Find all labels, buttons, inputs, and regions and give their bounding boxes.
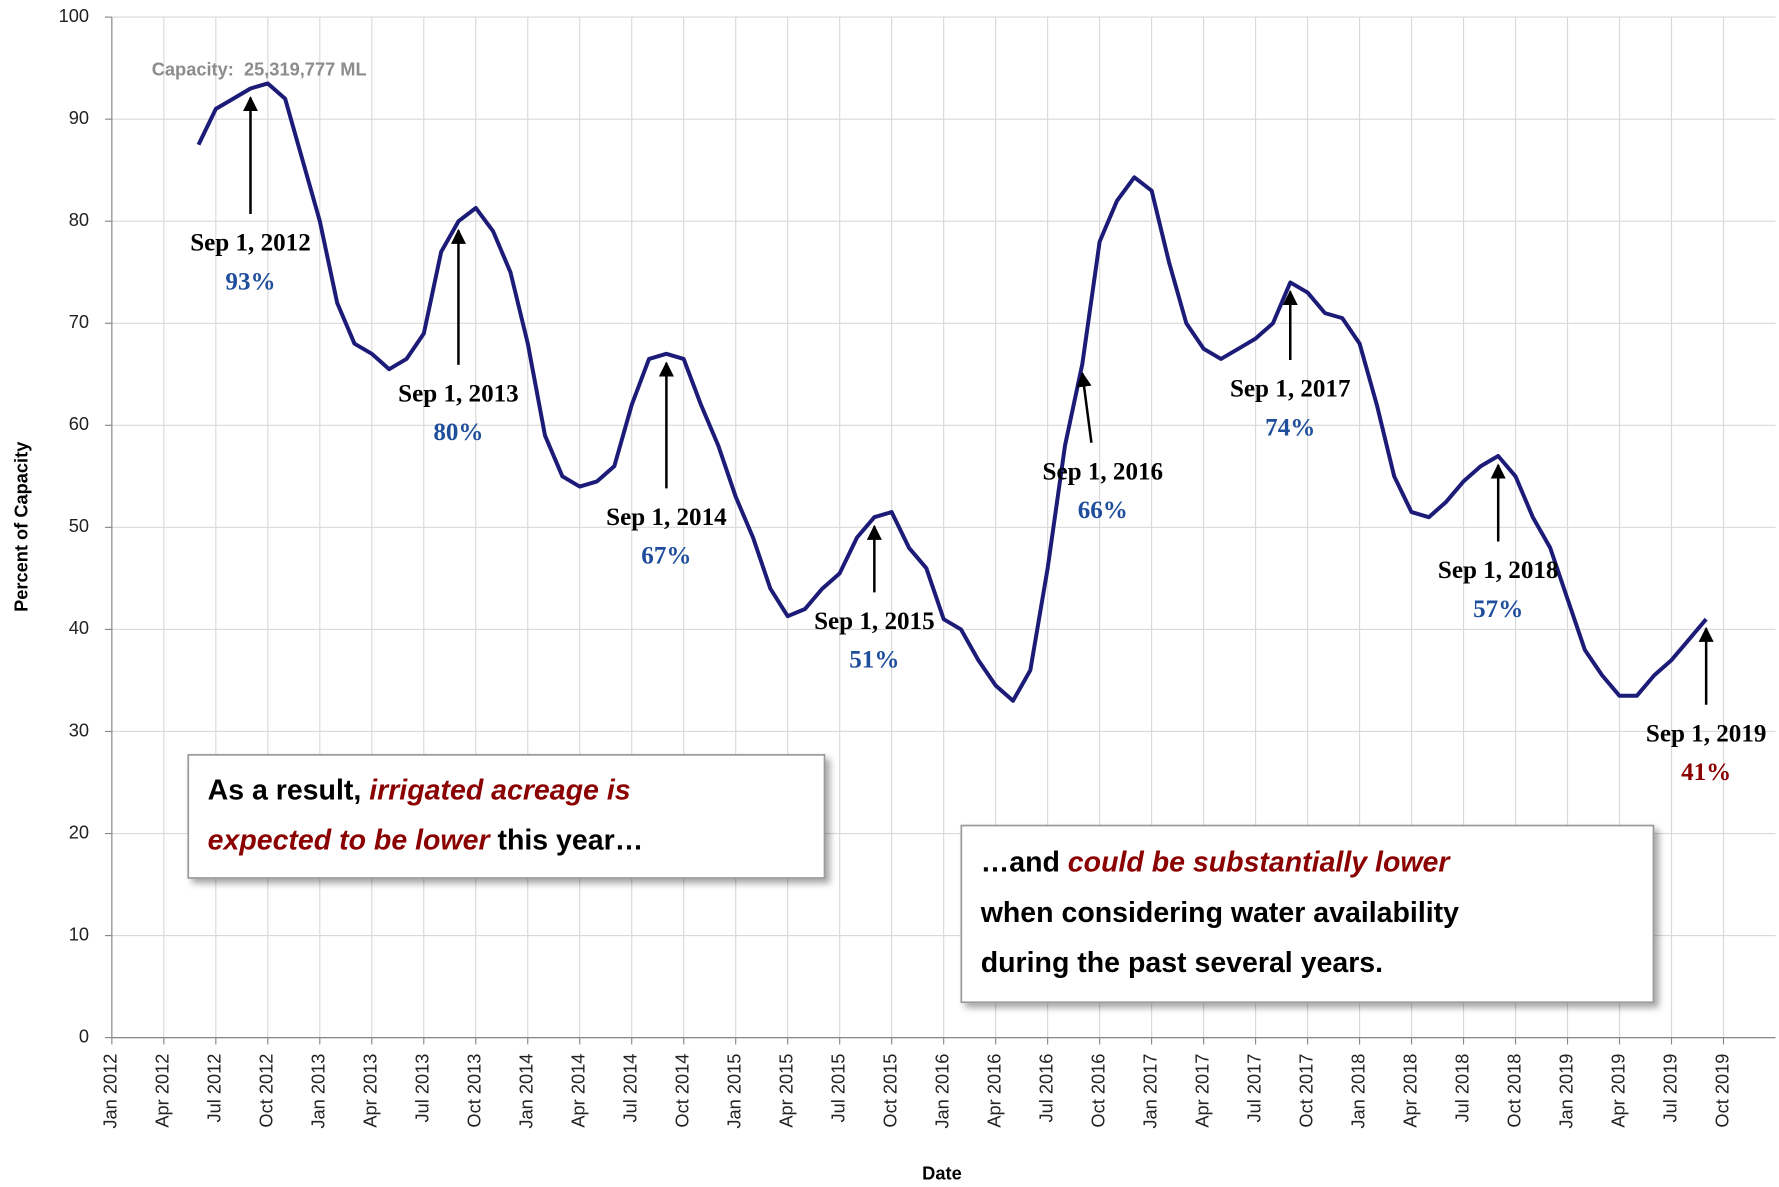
- x-tick-label: Apr 2012: [152, 1054, 173, 1128]
- annotation-value: 67%: [641, 543, 691, 570]
- annotation-label: Sep 1, 2014: [606, 504, 727, 531]
- callout-span: could be substantially lower: [1068, 846, 1452, 878]
- x-tick-label: Apr 2014: [568, 1054, 589, 1128]
- x-tick-label: Jul 2019: [1659, 1054, 1680, 1123]
- x-tick-label: Apr 2015: [776, 1054, 797, 1128]
- callout-text: As a result, irrigated acreage is: [208, 774, 631, 806]
- x-tick-label: Apr 2016: [983, 1054, 1004, 1128]
- capacity-note: Capacity: 25,319,777 ML: [152, 59, 367, 80]
- plot: [196, 81, 1708, 703]
- annotation-value: 74%: [1265, 414, 1315, 441]
- y-tick-label: 20: [69, 821, 89, 842]
- x-tick-label: Jan 2016: [931, 1054, 952, 1129]
- callout-text: expected to be lower this year…: [208, 824, 644, 856]
- y-tick-label: 60: [69, 413, 89, 434]
- x-tick-label: Oct 2015: [879, 1054, 900, 1128]
- x-axis-label: Date: [922, 1162, 962, 1183]
- y-tick-label: 50: [69, 515, 89, 536]
- callout-span: expected to be lower: [208, 824, 492, 856]
- annotation-value: 41%: [1681, 759, 1731, 786]
- annotation-label: Sep 1, 2015: [814, 608, 935, 635]
- x-tick-label: Oct 2017: [1295, 1054, 1316, 1128]
- x-tick-label: Jul 2015: [827, 1054, 848, 1123]
- x-tick-label: Jan 2018: [1347, 1054, 1368, 1129]
- callout-text: during the past several years.: [981, 947, 1383, 979]
- x-tick-label: Jan 2019: [1555, 1054, 1576, 1129]
- annotation-label: Sep 1, 2019: [1646, 720, 1767, 747]
- annotation-label: Sep 1, 2013: [398, 380, 519, 407]
- y-axis-label: Percent of Capacity: [11, 441, 32, 612]
- x-tick-label: Jan 2015: [724, 1054, 745, 1129]
- callout-text: …and could be substantially lower: [981, 846, 1452, 878]
- y-tick-label: 100: [59, 5, 89, 26]
- callout-span: during the past several years.: [981, 947, 1383, 979]
- annotation-value: 80%: [433, 419, 483, 446]
- y-tick-label: 90: [69, 107, 89, 128]
- callout-span: As a result,: [208, 774, 370, 806]
- y-tick-label: 0: [79, 1025, 89, 1046]
- annotation-label: Sep 1, 2012: [190, 230, 311, 257]
- annotation-value: 66%: [1078, 497, 1128, 524]
- x-tick-label: Jan 2012: [100, 1054, 121, 1129]
- x-tick-label: Oct 2014: [672, 1054, 693, 1128]
- annotation-label: Sep 1, 2017: [1230, 376, 1351, 403]
- callout-span: irrigated acreage is: [369, 774, 630, 806]
- x-tick-label: Oct 2019: [1711, 1054, 1732, 1128]
- x-tick-label: Oct 2012: [256, 1054, 277, 1128]
- callout-box: [187, 753, 826, 879]
- annotation-value: 93%: [225, 268, 275, 295]
- x-tick-label: Oct 2018: [1503, 1054, 1524, 1128]
- x-tick-label: Jul 2017: [1243, 1054, 1264, 1123]
- x-tick-label: Jul 2018: [1451, 1054, 1472, 1123]
- x-tick-label: Jul 2013: [412, 1054, 433, 1123]
- y-tick-label: 80: [69, 209, 89, 230]
- y-tick-label: 70: [69, 311, 89, 332]
- x-tick-label: Apr 2013: [360, 1054, 381, 1128]
- x-tick-label: Apr 2019: [1607, 1054, 1628, 1128]
- x-tick-label: Apr 2018: [1399, 1054, 1420, 1128]
- y-tick-label: 40: [69, 617, 89, 638]
- annotation-label: Sep 1, 2018: [1438, 557, 1559, 584]
- callout-box: [960, 824, 1655, 1004]
- callout-text: when considering water availability: [980, 896, 1459, 928]
- y-tick-label: 10: [69, 923, 89, 944]
- x-tick-label: Jan 2017: [1139, 1054, 1160, 1129]
- x-tick-label: Oct 2016: [1087, 1054, 1108, 1128]
- callout-span: when considering water availability: [980, 896, 1459, 928]
- callout-span: …and: [981, 846, 1068, 878]
- x-tick-label: Apr 2017: [1191, 1054, 1212, 1128]
- series-line: [196, 81, 1708, 703]
- x-tick-label: Oct 2013: [464, 1054, 485, 1128]
- annotation-arrow: [1076, 371, 1093, 443]
- x-tick-label: Jan 2014: [516, 1054, 537, 1129]
- y-tick-label: 30: [69, 719, 89, 740]
- annotation-value: 57%: [1473, 596, 1523, 623]
- x-tick-label: Jan 2013: [308, 1054, 329, 1129]
- annotation-label: Sep 1, 2016: [1043, 458, 1164, 485]
- annotation-value: 51%: [849, 647, 899, 674]
- callout-span: this year…: [490, 824, 644, 856]
- x-tick-label: Jul 2016: [1035, 1054, 1056, 1123]
- x-tick-label: Jul 2012: [204, 1054, 225, 1123]
- x-tick-label: Jul 2014: [620, 1054, 641, 1123]
